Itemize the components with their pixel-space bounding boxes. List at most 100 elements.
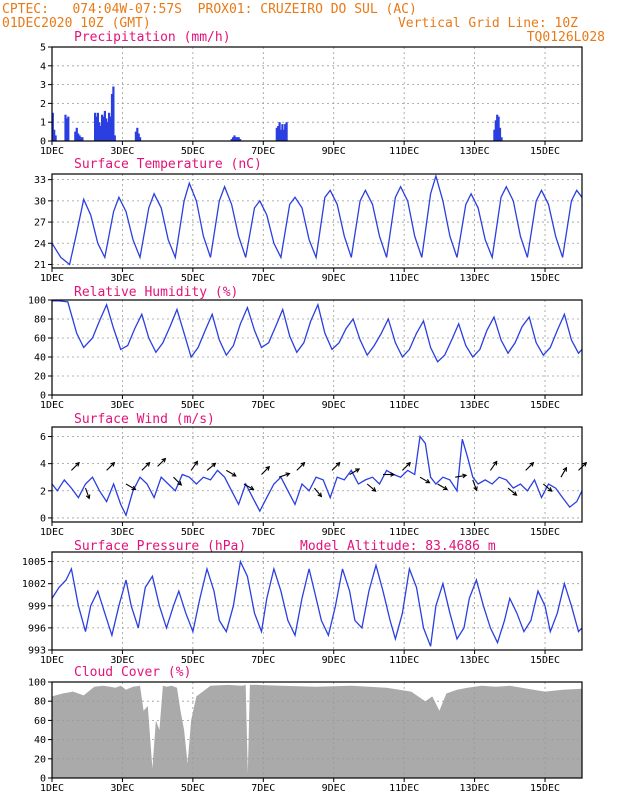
wind-arrow-head [193,460,199,466]
pres-xtick-label: 13DEC [460,655,490,666]
rh-ytick-label: 40 [34,353,46,364]
precip-bar [234,137,237,141]
precip-xtick-label: 3DEC [110,146,134,157]
precip-bar [106,122,109,141]
wind-arrow-head [335,461,341,467]
wind-arrow-shaft [560,467,567,478]
temp-xtick-label: 11DEC [389,273,419,284]
pres-xtick-label: 9DEC [322,655,346,666]
wind-arrow-head [371,487,377,492]
pres-xtick-label: 7DEC [251,655,275,666]
cloud-xtick-label: 13DEC [460,783,490,794]
rh-ytick-label: 20 [34,372,46,383]
wind-arrow [313,487,323,498]
wind-arrow-shaft [226,469,237,477]
pres-frame [51,551,583,651]
precip-bar [498,127,502,141]
wind-arrow [560,466,567,478]
precip-xtick-label: 9DEC [322,146,346,157]
temp-title: Surface Temperature (nC) [74,157,262,172]
precip-ytick-label: 0 [40,137,46,148]
precip-bar [51,112,54,141]
precip-xtick-label: 5DEC [181,146,205,157]
wind-arrow-shaft [261,466,270,475]
pres-xtick-label: 11DEC [389,655,419,666]
pres-ytick-label: 999 [28,601,46,612]
wind-arrow-head [131,485,137,491]
wind-arrow-head [529,461,535,467]
wind-arrow-shaft [455,474,467,478]
precip-xtick-label: 15DEC [530,146,560,157]
cloud-cover-area [52,684,582,778]
wind-xtick-label: 7DEC [251,527,275,538]
wind-arrow [366,483,377,492]
wind-arrow [437,483,449,491]
wind-arrow [331,461,341,471]
temp-ytick-label: 27 [34,218,46,229]
rh-xtick-label: 7DEC [251,400,275,411]
wind-xtick-label: 3DEC [110,527,134,538]
temp-xtick-label: 1DEC [40,273,64,284]
wind-arrow-head [161,457,167,463]
precip-bar [105,118,108,141]
header-station: CPTEC: 074:04W-07:57S PROX01: CRUZEIRO D… [2,2,417,17]
precip-bar [233,135,236,141]
precip-bar [139,137,142,141]
precip-bar [279,129,283,141]
precip-bar [113,135,116,141]
precip-bar [493,129,496,141]
wind-arrow [71,461,80,471]
wind-arrow-shaft [331,462,341,471]
wind-arrow [190,460,199,471]
wind-arrow [349,468,361,475]
wind-arrow-head [355,468,361,473]
wind-xtick-label: 9DEC [322,527,346,538]
wind-arrow-shaft [366,483,376,492]
wind-arrow-shaft [472,479,478,491]
precip-xtick-label: 7DEC [251,146,275,157]
wind-arrow-head [85,494,91,500]
temp-frame [51,173,583,269]
cloud-xtick-label: 3DEC [110,783,134,794]
precip-bar [78,135,81,141]
precip-bar [81,137,84,141]
wind-arrow [226,469,237,477]
wind-ytick-label: 4 [40,459,46,470]
precip-bar [500,137,503,141]
wind-arrow-head [177,481,183,486]
pres-annotation: Model Altitude: 83.4686 m [300,539,496,554]
wind-arrow-head [443,485,449,491]
wind-arrow [507,487,518,496]
wind-arrow [125,483,137,491]
rh-xtick-label: 3DEC [110,400,134,411]
wind-arrow-shaft [489,461,498,471]
wind-arrow [542,483,553,492]
wind-arrow [243,483,255,491]
precip-bar [112,86,115,141]
cloud-xtick-label: 9DEC [322,783,346,794]
rh-title: Relative Humidity (%) [74,285,238,300]
wind-arrow [84,487,91,500]
wind-arrow-shaft [419,476,430,484]
cloud-xtick-label: 1DEC [40,783,64,794]
precip-bar [494,120,497,141]
wind-arrow-shaft [313,487,322,497]
rh-ytick-label: 80 [34,315,46,326]
precip-xtick-label: 13DEC [460,146,490,157]
pres-ytick-label: 993 [28,646,46,657]
wind-arrow-head [231,472,237,477]
precip-bar [102,116,105,141]
humidity-panel: Relative Humidity (%) 0 20 40 60 80 100 1DEC 3DE… [28,285,583,411]
wind-arrow-shaft [296,462,305,471]
precip-bar [96,112,99,141]
pres-xtick-label: 5DEC [181,655,205,666]
wind-arrow [525,461,535,471]
cloud-ytick-label: 60 [34,716,46,727]
temp-xtick-label: 15DEC [530,273,560,284]
temp-ytick-label: 21 [34,260,46,271]
precip-xtick-label: 11DEC [389,146,419,157]
pres-title: Surface Pressure (hPa) [74,539,246,554]
wind-arrow-shaft [190,461,198,471]
precip-bar [64,114,67,141]
pres-xtick-label: 3DEC [110,655,134,666]
